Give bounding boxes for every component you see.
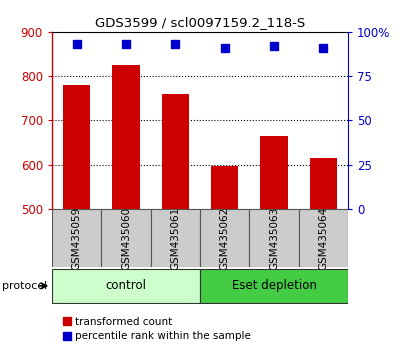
- Text: GSM435061: GSM435061: [170, 206, 180, 270]
- Bar: [52, 269, 200, 303]
- Bar: [200, 269, 348, 303]
- Title: GDS3599 / scl0097159.2_118-S: GDS3599 / scl0097159.2_118-S: [95, 16, 305, 29]
- Bar: [162, 94, 189, 209]
- Bar: [101, 209, 151, 267]
- Bar: [249, 209, 299, 267]
- Bar: [211, 166, 238, 209]
- Legend: transformed count, percentile rank within the sample: transformed count, percentile rank withi…: [60, 313, 255, 346]
- Bar: [63, 85, 90, 209]
- Text: GSM435062: GSM435062: [220, 206, 230, 270]
- Bar: [200, 209, 249, 267]
- Bar: [299, 209, 348, 267]
- Text: GSM435059: GSM435059: [72, 206, 82, 270]
- Text: GSM435060: GSM435060: [121, 206, 131, 270]
- Text: control: control: [106, 279, 146, 292]
- Bar: [310, 158, 337, 209]
- Text: GSM435063: GSM435063: [269, 206, 279, 270]
- Bar: [52, 209, 101, 267]
- Text: GSM435064: GSM435064: [318, 206, 328, 270]
- Bar: [260, 136, 288, 209]
- Bar: [151, 209, 200, 267]
- Text: protocol: protocol: [2, 281, 47, 291]
- Bar: [112, 65, 140, 209]
- Text: Eset depletion: Eset depletion: [232, 279, 316, 292]
